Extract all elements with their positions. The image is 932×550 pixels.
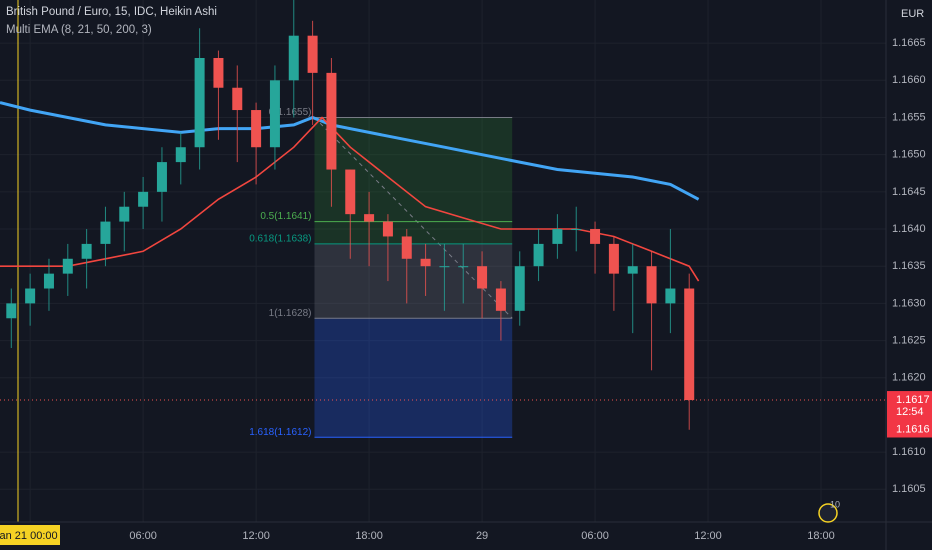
fib-label: 1.618(1.1612) [249, 427, 311, 438]
x-tick-label: Jan 21 00:00 [0, 530, 58, 542]
candle-body [25, 288, 36, 304]
candle-body [590, 229, 601, 244]
fib-label: 0.5(1.1641) [260, 211, 311, 222]
y-tick-label: 1.1655 [892, 111, 926, 123]
candle-body [6, 303, 17, 319]
chart-title: British Pound / Euro, 15, IDC, Heikin As… [6, 6, 217, 18]
candle-body [458, 266, 469, 268]
candle-body [119, 206, 130, 222]
x-tick-label: 29 [476, 530, 488, 542]
y-tick-label: 1.1635 [892, 260, 926, 272]
y-tick-label: 1.1665 [892, 37, 926, 49]
candle-body [288, 35, 299, 81]
candle-body [175, 147, 186, 163]
candle-body [194, 58, 205, 148]
badge-label: 10 [830, 499, 840, 509]
candle-body [533, 243, 544, 267]
y-tick-label: 1.1620 [892, 372, 926, 384]
fib-zone [314, 318, 513, 438]
last-price: 1.1617 [896, 394, 930, 406]
candle-body [345, 169, 356, 215]
candle-body [62, 258, 73, 274]
candle-body [627, 266, 638, 274]
y-tick-label: 1.1625 [892, 334, 926, 346]
currency-label: EUR [901, 8, 924, 20]
candle-body [232, 87, 243, 111]
candle-body [420, 258, 431, 267]
bid-price: 1.1616 [896, 423, 930, 435]
x-tick-label: 06:00 [581, 530, 609, 542]
countdown: 12:54 [896, 406, 924, 418]
y-tick-label: 1.1640 [892, 223, 926, 235]
fib-label: 0(1.1655) [269, 107, 312, 118]
candle-body [495, 288, 506, 311]
candle-body [81, 243, 92, 259]
candle-body [665, 288, 676, 304]
candle-body [326, 72, 337, 170]
candle-body [156, 162, 167, 192]
candle-body [608, 243, 619, 274]
fib-zone [314, 117, 513, 244]
candle-body [251, 110, 262, 148]
candle-body [269, 80, 280, 148]
candle-body [646, 266, 657, 304]
candle-body [307, 35, 318, 73]
candle-body [100, 221, 111, 244]
candle-body [382, 221, 393, 237]
x-tick-label: 18:00 [355, 530, 383, 542]
ema-line [0, 116, 700, 282]
y-tick-label: 1.1650 [892, 149, 926, 161]
candle-body [364, 214, 375, 222]
candle-body [43, 273, 54, 289]
fib-label: 0.618(1.1638) [249, 234, 311, 245]
candle-body [552, 229, 563, 244]
price-box [887, 421, 932, 438]
y-tick-label: 1.1605 [892, 483, 926, 495]
x-tick-label: 06:00 [129, 530, 157, 542]
candle-body [138, 191, 149, 207]
candle-body [477, 266, 488, 289]
candle-body [213, 58, 224, 88]
y-tick-label: 1.1610 [892, 446, 926, 458]
y-tick-label: 1.1660 [892, 74, 926, 86]
fib-label: 1(1.1628) [269, 308, 312, 319]
candle-body [514, 266, 525, 311]
date-highlight [0, 525, 60, 545]
x-tick-label: 18:00 [807, 530, 835, 542]
y-tick-label: 1.1645 [892, 186, 926, 198]
event-badge[interactable] [818, 503, 838, 523]
candle-body [684, 288, 695, 401]
x-tick-label: 12:00 [694, 530, 722, 542]
x-tick-label: 12:00 [242, 530, 270, 542]
candle-body [571, 229, 582, 231]
candle-body [439, 266, 450, 268]
indicator-label: Multi EMA (8, 21, 50, 200, 3) [6, 24, 152, 36]
y-tick-label: 1.1630 [892, 297, 926, 309]
candle-body [401, 236, 412, 259]
